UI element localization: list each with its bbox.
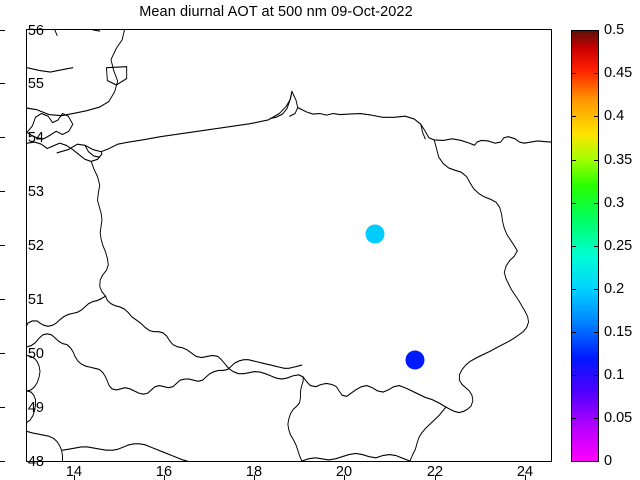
y-tick-label-52: 52: [27, 238, 44, 254]
y-tick-label-53: 53: [27, 184, 44, 200]
colorbar-label-0.3: 0.3: [604, 195, 625, 211]
colorbar-label-0.1: 0.1: [604, 367, 625, 383]
y-tick-49: [0, 407, 5, 409]
x-tick-label-18: 18: [245, 464, 263, 480]
colorbar-tick-0.05: [571, 418, 576, 420]
y-tick-56: [0, 30, 5, 32]
y-tick-label-51: 51: [27, 292, 44, 308]
colorbar-tick-r-0.5: [594, 30, 599, 32]
x-tick-label-24: 24: [516, 464, 534, 480]
colorbar-tick-0.2: [571, 289, 576, 291]
y-tick-54: [0, 137, 5, 139]
colorbar-label-0.2: 0.2: [604, 281, 625, 297]
colorbar-tick-r-0.15: [594, 332, 599, 334]
y-tick-label-54: 54: [27, 130, 44, 146]
colorbar-label-0.35: 0.35: [604, 152, 633, 168]
x-tick-24: [525, 475, 527, 480]
y-tick-48: [0, 461, 5, 463]
x-tick-20: [344, 475, 346, 480]
colorbar-tick-r-0.2: [594, 289, 599, 291]
x-tick-18: [254, 475, 256, 480]
colorbar-tick-r-0.35: [594, 160, 599, 162]
y-tick-50: [0, 353, 5, 355]
data-point-station-2[interactable]: [405, 350, 425, 370]
colorbar-tick-r-0.4: [594, 116, 599, 118]
y-tick-label-56: 56: [27, 23, 44, 39]
y-tick-label-50: 50: [27, 346, 44, 362]
colorbar-label-0.4: 0.4: [604, 108, 625, 124]
colorbar-tick-0.45: [571, 73, 576, 75]
colorbar-label-0.15: 0.15: [604, 324, 633, 340]
colorbar-tick-r-0.3: [594, 203, 599, 205]
colorbar-label-0.05: 0.05: [604, 410, 633, 426]
colorbar-tick-r-0.05: [594, 418, 599, 420]
y-tick-55: [0, 83, 5, 85]
colorbar-tick-0.3: [571, 203, 576, 205]
y-tick-52: [0, 245, 5, 247]
x-tick-label-16: 16: [155, 464, 173, 480]
y-tick-53: [0, 191, 5, 193]
colorbar-label-0.25: 0.25: [604, 238, 633, 254]
y-tick-label-49: 49: [27, 400, 44, 416]
colorbar-tick-0.5: [571, 30, 576, 32]
x-tick-16: [164, 475, 166, 480]
colorbar-tick-0.25: [571, 246, 576, 248]
colorbar-tick-r-0.45: [594, 73, 599, 75]
colorbar-label-0: 0: [604, 453, 613, 469]
colorbar-label-0.45: 0.45: [604, 65, 633, 81]
colorbar-tick-0.4: [571, 116, 576, 118]
colorbar-tick-r-0.1: [594, 375, 599, 377]
y-tick-label-48: 48: [27, 454, 44, 470]
chart-title: Mean diurnal AOT at 500 nm 09-Oct-2022: [139, 4, 413, 20]
colorbar-tick-0.15: [571, 332, 576, 334]
colorbar-label-0.5: 0.5: [604, 22, 625, 38]
map-axes: [26, 29, 552, 462]
y-tick-label-55: 55: [27, 76, 44, 92]
x-tick-label-14: 14: [65, 464, 83, 480]
data-point-station-1[interactable]: [365, 224, 385, 244]
x-tick-label-20: 20: [335, 464, 353, 480]
x-tick-22: [435, 475, 437, 480]
map-borders: [27, 30, 551, 461]
x-tick-14: [74, 475, 76, 480]
colorbar-tick-r-0.25: [594, 246, 599, 248]
colorbar-tick-0.1: [571, 375, 576, 377]
y-tick-51: [0, 299, 5, 301]
x-tick-label-22: 22: [426, 464, 444, 480]
colorbar-tick-0.35: [571, 160, 576, 162]
